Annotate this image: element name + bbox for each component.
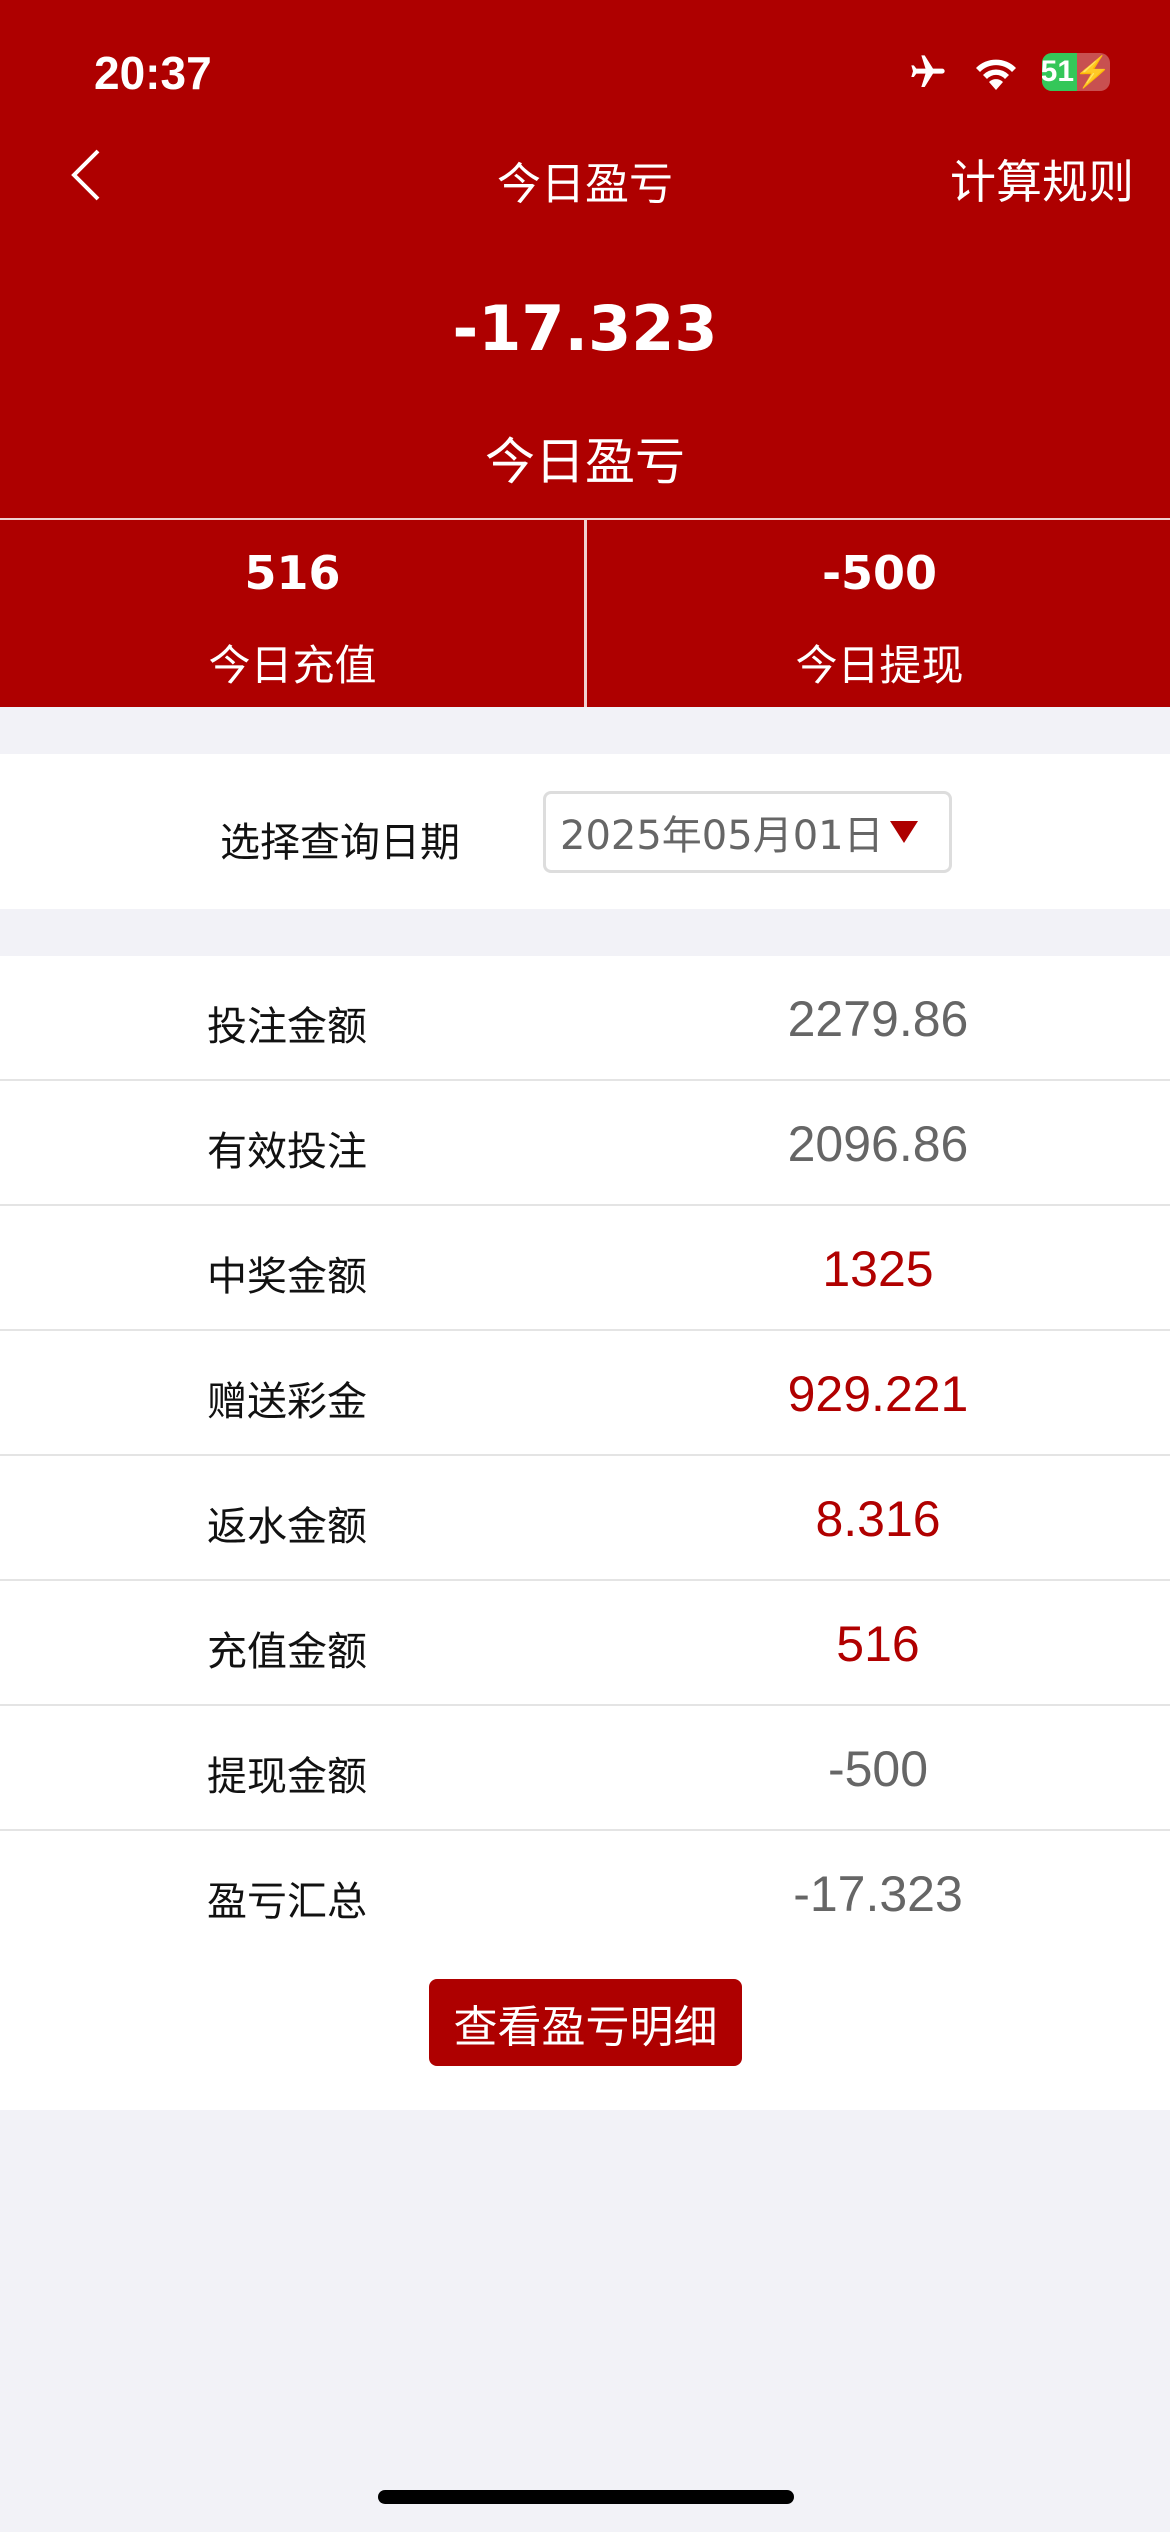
row-label: 中奖金额 [207,1254,367,1300]
status-time: 20:37 [94,47,212,99]
battery-charging-icon: 51 ⚡ [1042,53,1110,91]
row-value: 1325 [822,1241,934,1297]
stat-value: 516 [244,546,341,600]
calculation-rules-button[interactable]: 计算规则 [950,155,1134,209]
date-section: 选择查询日期 2025年05月01日 [0,754,1170,909]
date-label: 选择查询日期 [220,820,460,866]
stat-label: 今日提现 [795,641,964,690]
stat-withdraw: -500 今日提现 [587,520,1170,707]
stat-label: 今日充值 [208,641,377,690]
row-label: 提现金额 [207,1754,367,1800]
row-label: 有效投注 [207,1129,367,1175]
row-label: 赠送彩金 [207,1379,367,1425]
table-row: 有效投注 2096.86 [0,1081,1170,1206]
chevron-left-icon[interactable] [60,145,120,205]
table-row: 返水金额 8.316 [0,1456,1170,1581]
row-label: 盈亏汇总 [207,1879,367,1925]
table-row: 充值金额 516 [0,1581,1170,1706]
row-value: 516 [836,1616,920,1672]
table-row: 中奖金额 1325 [0,1206,1170,1331]
row-value: -500 [827,1741,929,1797]
airplane-icon [911,55,945,87]
row-value: -17.323 [793,1866,963,1922]
stat-deposit: 516 今日充值 [0,520,585,707]
header: 20:37 51 ⚡ 今日盈亏 计算规则 -17.323 今日盈亏 516 今日充… [0,0,1170,707]
date-value: 2025年05月01日 [560,813,884,859]
row-label: 返水金额 [207,1504,367,1550]
row-label: 充值金额 [207,1629,367,1675]
button-section: 查看盈亏明细 [0,1953,1170,2110]
summary-table: 投注金额 2279.86 有效投注 2096.86 中奖金额 1325 赠送彩金 929.22… [0,956,1170,1956]
date-picker[interactable]: 2025年05月01日 [543,791,952,873]
divider [0,518,1170,520]
table-row: 投注金额 2279.86 [0,956,1170,1081]
row-value: 929.221 [787,1366,969,1422]
row-value: 8.316 [815,1491,941,1547]
today-profit-label: 今日盈亏 [485,433,685,491]
row-label: 投注金额 [207,1004,367,1050]
page-title: 今日盈亏 [497,159,673,210]
today-profit-value: -17.323 [452,292,718,365]
view-details-button[interactable]: 查看盈亏明细 [429,1979,742,2066]
stat-value: -500 [821,546,938,600]
table-row: 盈亏汇总 -17.323 [0,1831,1170,1956]
table-row: 提现金额 -500 [0,1706,1170,1831]
home-indicator [378,2490,794,2504]
row-value: 2096.86 [787,1116,969,1172]
wifi-icon [976,59,1016,90]
table-row: 赠送彩金 929.221 [0,1331,1170,1456]
divider [584,520,587,707]
status-icons: 51 ⚡ [906,52,1110,92]
caret-down-icon [889,821,918,843]
row-value: 2279.86 [787,991,969,1047]
